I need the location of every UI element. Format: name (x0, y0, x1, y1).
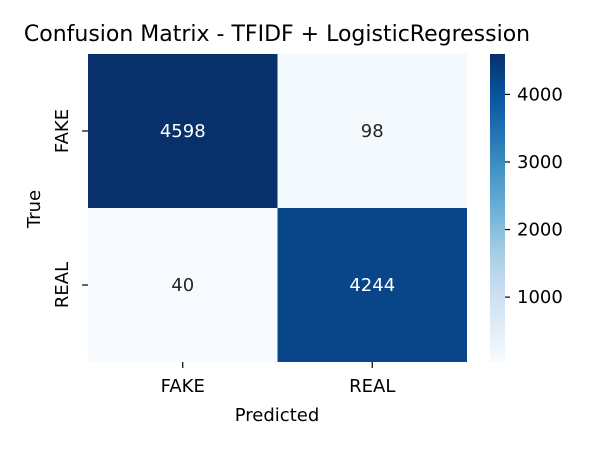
heatmap-cell-real-fake (88, 208, 278, 362)
x-tick-label-fake: FAKE (161, 376, 205, 397)
heatmap-cells (88, 54, 467, 362)
y-tick-label-real: REAL (52, 262, 73, 308)
colorbar-tick-label-1000: 1000 (517, 287, 563, 308)
cell-value-fake-real: 98 (361, 121, 384, 142)
chart-title: Confusion Matrix - TFIDF + LogisticRegre… (24, 22, 530, 47)
cell-value-fake-fake: 4598 (160, 121, 206, 142)
y-axis-ticks: FAKE REAL (52, 109, 88, 308)
colorbar-ticks: 1000 2000 3000 4000 (505, 84, 563, 308)
cell-value-real-real: 4244 (349, 275, 395, 296)
cell-labels: 4598 98 40 4244 (160, 121, 395, 296)
heatmap-cell-real-real (277, 208, 467, 362)
y-tick-label-fake: FAKE (52, 109, 73, 153)
cell-value-real-fake: 40 (171, 275, 194, 296)
x-axis-ticks: FAKE REAL (161, 362, 395, 397)
colorbar-tick-label-2000: 2000 (517, 220, 563, 241)
colorbar-tick-label-3000: 3000 (517, 152, 563, 173)
heatmap-cell-fake-fake (88, 54, 278, 208)
colorbar-tick-label-4000: 4000 (517, 84, 563, 105)
x-axis-label: Predicted (235, 405, 320, 426)
y-axis-label: True (24, 190, 45, 229)
x-tick-label-real: REAL (349, 376, 395, 397)
heatmap-cell-fake-real (277, 54, 467, 208)
colorbar (490, 54, 505, 362)
